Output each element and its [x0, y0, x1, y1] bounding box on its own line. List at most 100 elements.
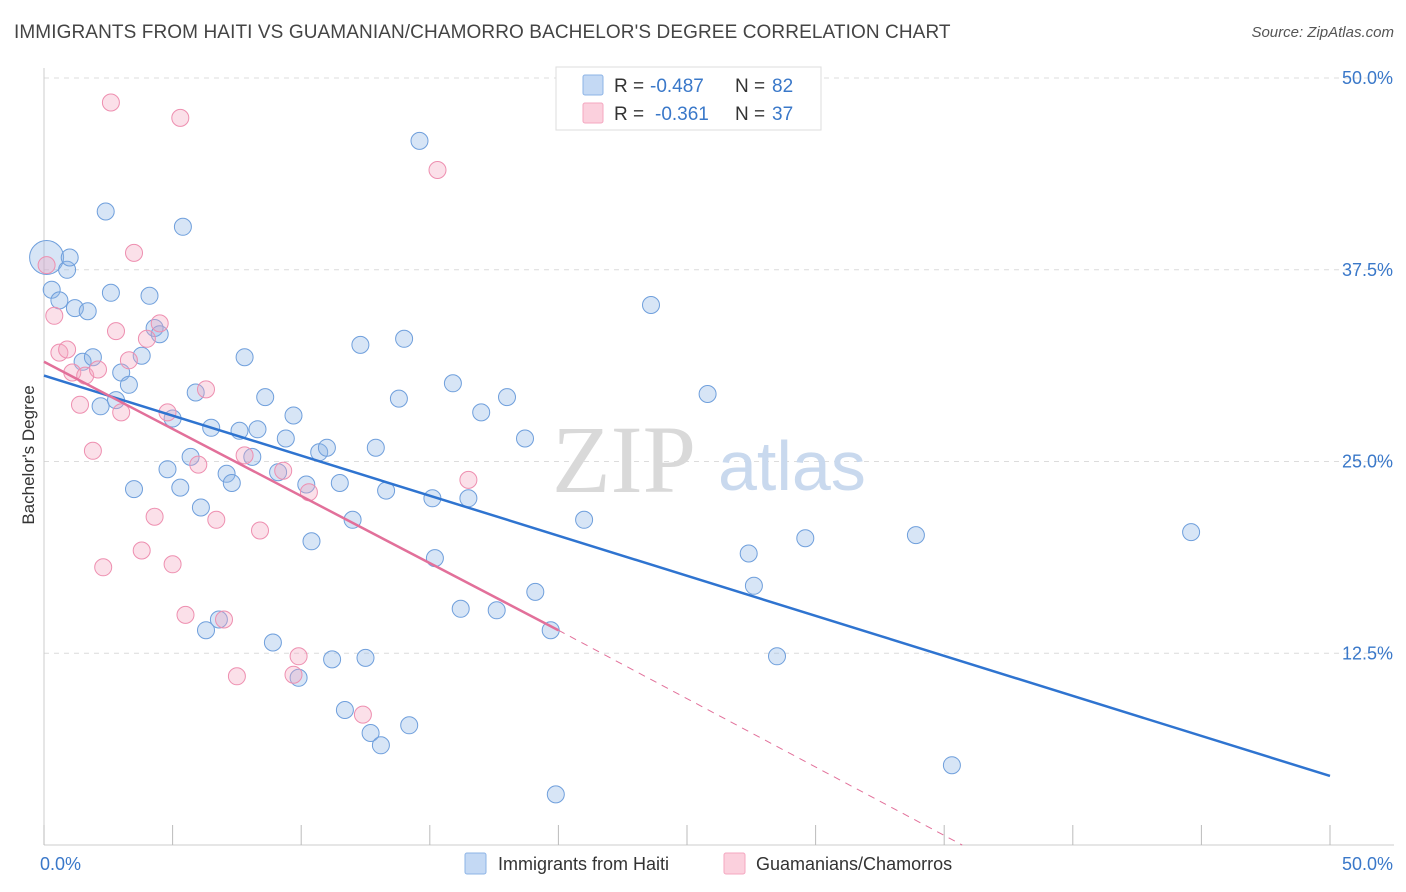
- point-haiti[interactable]: [443, 374, 462, 393]
- point-haiti[interactable]: [642, 296, 660, 314]
- point-haiti[interactable]: [942, 756, 961, 775]
- point-haiti[interactable]: [91, 397, 110, 416]
- point-haiti[interactable]: [472, 403, 491, 422]
- point-haiti[interactable]: [191, 498, 210, 517]
- point-haiti[interactable]: [140, 286, 159, 305]
- point-haiti[interactable]: [361, 724, 380, 742]
- point-haiti[interactable]: [575, 510, 594, 529]
- point-haiti[interactable]: [744, 576, 763, 595]
- point-guam[interactable]: [94, 558, 113, 577]
- point-haiti[interactable]: [181, 447, 200, 466]
- point-guam[interactable]: [83, 441, 102, 460]
- point-haiti[interactable]: [317, 438, 336, 457]
- point-haiti[interactable]: [400, 716, 419, 735]
- point-haiti[interactable]: [96, 202, 115, 221]
- point-haiti[interactable]: [171, 478, 190, 497]
- point-haiti[interactable]: [101, 283, 120, 302]
- point-guam[interactable]: [58, 340, 77, 359]
- point-guam[interactable]: [459, 470, 478, 489]
- point-haiti[interactable]: [498, 388, 516, 407]
- point-haiti[interactable]: [197, 621, 215, 640]
- point-haiti[interactable]: [366, 438, 385, 457]
- x-tick-label: 0.0%: [40, 854, 81, 874]
- point-haiti[interactable]: [263, 633, 282, 652]
- point-haiti[interactable]: [186, 383, 205, 402]
- point-guam[interactable]: [235, 446, 254, 465]
- point-guam[interactable]: [189, 455, 208, 474]
- point-haiti[interactable]: [739, 544, 758, 563]
- stats-n-label-guam: N =: [735, 104, 765, 125]
- point-guam[interactable]: [171, 108, 190, 127]
- point-haiti[interactable]: [351, 335, 370, 354]
- point-haiti[interactable]: [173, 217, 192, 236]
- point-haiti[interactable]: [459, 489, 478, 508]
- x-tick-label: 50.0%: [1342, 854, 1393, 874]
- point-haiti[interactable]: [302, 532, 321, 551]
- point-haiti[interactable]: [546, 785, 565, 804]
- point-haiti[interactable]: [395, 329, 414, 348]
- point-guam[interactable]: [119, 351, 138, 370]
- point-haiti[interactable]: [698, 385, 717, 403]
- point-guam[interactable]: [163, 555, 182, 574]
- point-haiti[interactable]: [209, 610, 228, 629]
- point-haiti[interactable]: [158, 460, 177, 479]
- legend-item-haiti[interactable]: Immigrants from Haiti: [464, 852, 669, 875]
- point-haiti[interactable]: [487, 601, 506, 620]
- point-guam[interactable]: [274, 461, 293, 480]
- point-haiti[interactable]: [256, 388, 275, 407]
- chart-source: Source: ZipAtlas.com: [1251, 24, 1394, 41]
- point-haiti[interactable]: [284, 406, 303, 425]
- point-guam[interactable]: [428, 161, 447, 179]
- point-guam[interactable]: [289, 647, 308, 666]
- point-haiti[interactable]: [768, 647, 786, 666]
- point-haiti[interactable]: [371, 736, 390, 755]
- point-haiti[interactable]: [235, 348, 254, 367]
- point-guam[interactable]: [45, 306, 64, 325]
- point-guam[interactable]: [227, 667, 246, 686]
- point-haiti[interactable]: [217, 464, 236, 483]
- point-haiti[interactable]: [330, 474, 349, 492]
- point-guam[interactable]: [125, 243, 143, 262]
- point-guam[interactable]: [197, 380, 215, 399]
- point-guam[interactable]: [215, 610, 233, 629]
- point-guam[interactable]: [353, 705, 372, 724]
- point-haiti[interactable]: [78, 302, 97, 321]
- point-guam[interactable]: [176, 605, 195, 624]
- point-guam[interactable]: [89, 360, 107, 379]
- legend-item-guam[interactable]: Guamanians/Chamorros: [723, 852, 952, 875]
- point-haiti[interactable]: [451, 599, 470, 618]
- point-haiti[interactable]: [243, 447, 262, 466]
- point-guam[interactable]: [284, 665, 303, 684]
- point-haiti[interactable]: [222, 474, 241, 492]
- point-guam[interactable]: [112, 403, 131, 422]
- point-guam[interactable]: [150, 314, 169, 333]
- point-haiti[interactable]: [289, 668, 308, 687]
- point-haiti[interactable]: [516, 429, 534, 448]
- point-haiti[interactable]: [526, 582, 545, 601]
- point-guam[interactable]: [107, 322, 125, 341]
- axes-layer: [43, 68, 1394, 846]
- point-haiti[interactable]: [42, 280, 61, 299]
- point-haiti[interactable]: [119, 375, 138, 394]
- point-haiti[interactable]: [335, 701, 354, 719]
- point-haiti[interactable]: [125, 480, 143, 499]
- point-haiti[interactable]: [410, 131, 429, 150]
- point-haiti[interactable]: [50, 291, 69, 310]
- point-guam[interactable]: [207, 510, 226, 529]
- point-guam[interactable]: [145, 507, 164, 526]
- point-haiti[interactable]: [248, 420, 267, 439]
- point-haiti[interactable]: [906, 526, 925, 545]
- point-guam[interactable]: [37, 256, 56, 275]
- point-haiti[interactable]: [796, 529, 815, 548]
- point-haiti[interactable]: [323, 650, 342, 669]
- point-guam[interactable]: [71, 395, 89, 414]
- point-haiti[interactable]: [1182, 523, 1201, 542]
- point-guam[interactable]: [101, 93, 120, 112]
- point-haiti[interactable]: [276, 429, 295, 448]
- point-haiti[interactable]: [356, 648, 375, 667]
- point-guam[interactable]: [137, 329, 156, 348]
- point-haiti[interactable]: [60, 248, 79, 267]
- point-haiti[interactable]: [389, 389, 408, 408]
- point-guam[interactable]: [132, 541, 151, 560]
- point-guam[interactable]: [251, 521, 269, 540]
